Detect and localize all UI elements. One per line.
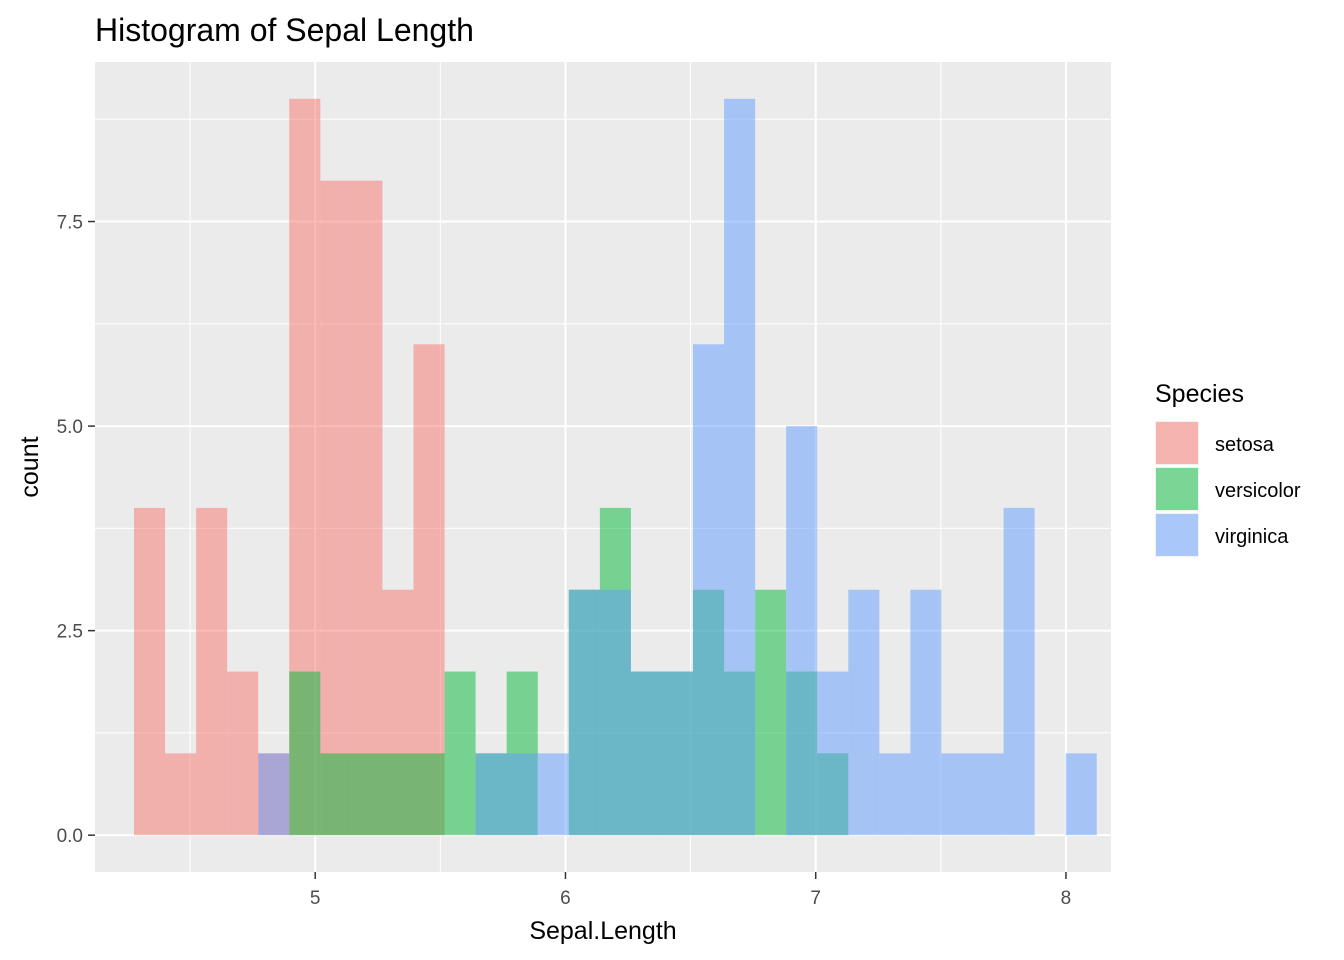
x-axis-title: Sepal.Length: [529, 917, 676, 945]
bar-virginica: [693, 344, 725, 836]
x-tick-label: 8: [1061, 888, 1072, 909]
legend-key-virginica: [1156, 514, 1198, 556]
bar-setosa: [134, 507, 166, 836]
bar-virginica: [848, 589, 880, 836]
legend-label-versicolor: versicolor: [1215, 480, 1301, 502]
y-tick-label: 2.5: [57, 622, 83, 643]
bar-versicolor: [382, 753, 414, 836]
bar-setosa: [320, 180, 352, 836]
bar-virginica: [910, 589, 942, 836]
bars-layer: [134, 98, 1097, 836]
y-tick-label: 0.0: [57, 826, 83, 847]
bar-versicolor: [289, 671, 321, 836]
bar-setosa: [165, 753, 197, 836]
bar-virginica: [568, 589, 600, 836]
bar-virginica: [786, 426, 818, 836]
bar-versicolor: [320, 753, 352, 836]
bar-setosa: [227, 671, 259, 836]
legend-label-virginica: virginica: [1215, 526, 1289, 548]
bar-virginica: [1003, 507, 1035, 836]
bar-versicolor: [755, 589, 787, 836]
legend-key-versicolor: [1156, 468, 1198, 510]
x-tick-label: 6: [560, 888, 571, 909]
bar-setosa: [196, 507, 228, 836]
bar-virginica: [506, 753, 538, 836]
legend-key-setosa: [1156, 422, 1198, 464]
y-axis-title: count: [16, 436, 44, 497]
legend: Species setosa versicolor virginica: [1155, 380, 1301, 557]
bar-virginica: [599, 589, 631, 836]
x-axis: 5 6 7 8: [310, 872, 1071, 909]
bar-virginica: [630, 671, 662, 836]
bar-setosa: [351, 180, 383, 836]
bar-virginica: [537, 753, 569, 836]
bar-virginica: [475, 753, 507, 836]
bar-versicolor: [444, 671, 476, 836]
bar-versicolor: [351, 753, 383, 836]
y-tick-label: 5.0: [57, 417, 83, 438]
bar-versicolor: [413, 753, 445, 836]
y-axis: 0.0 2.5 5.0 7.5: [57, 213, 95, 847]
x-tick-label: 7: [810, 888, 821, 909]
y-tick-label: 7.5: [57, 213, 83, 234]
legend-label-setosa: setosa: [1215, 434, 1275, 456]
bar-virginica: [817, 671, 849, 836]
bar-virginica: [724, 98, 756, 836]
bar-virginica: [1065, 753, 1097, 836]
x-tick-label: 5: [310, 888, 321, 909]
bar-virginica: [258, 753, 290, 836]
bar-virginica: [879, 753, 911, 836]
legend-title: Species: [1155, 380, 1244, 408]
bar-virginica: [941, 753, 973, 836]
chart-title: Histogram of Sepal Length: [95, 12, 474, 48]
bar-virginica: [661, 671, 694, 836]
bar-virginica: [972, 753, 1004, 836]
